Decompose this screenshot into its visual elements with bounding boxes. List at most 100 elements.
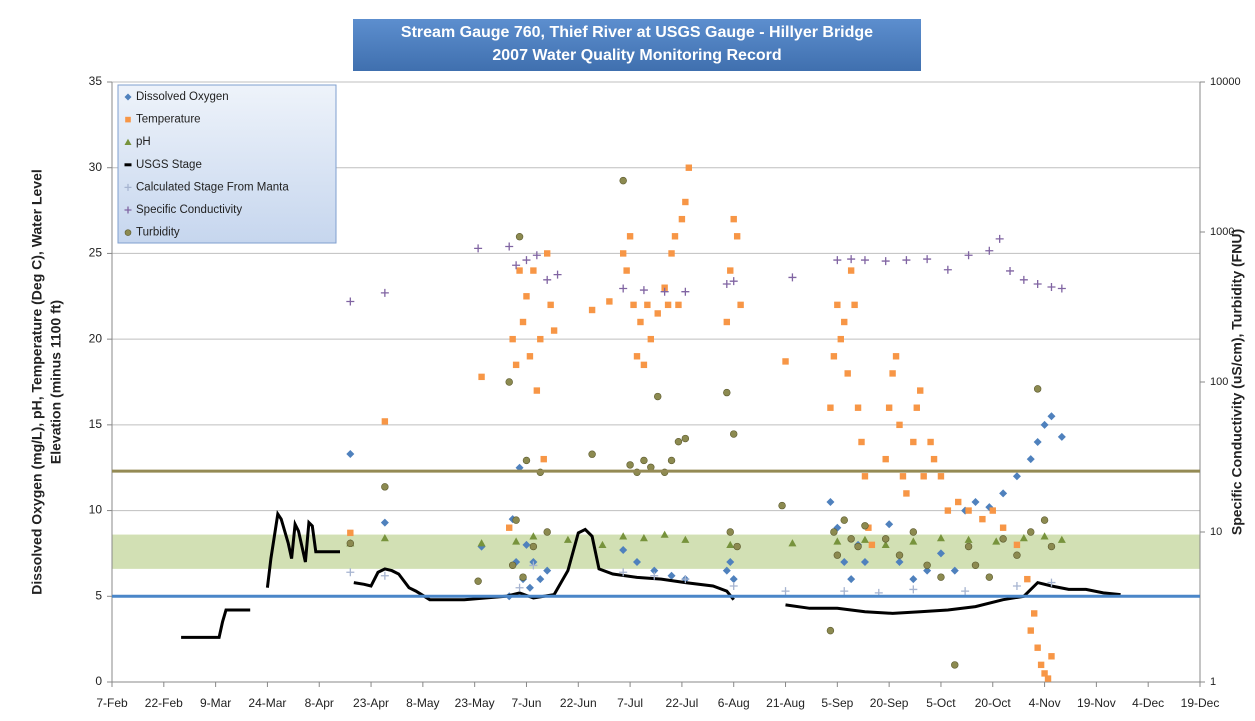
legend-marker bbox=[124, 206, 132, 214]
y2-axis-label: Specific Conductivity (uS/cm), Turbidity… bbox=[1229, 229, 1245, 535]
point bbox=[640, 456, 648, 465]
point bbox=[826, 498, 835, 506]
point bbox=[626, 461, 634, 469]
point bbox=[860, 535, 869, 543]
point bbox=[478, 373, 485, 381]
x-tick-label: 7-Jul bbox=[617, 696, 643, 710]
legend-label: Temperature bbox=[136, 114, 201, 126]
point bbox=[881, 535, 890, 543]
point bbox=[860, 558, 869, 566]
point bbox=[847, 535, 855, 543]
point bbox=[519, 573, 527, 581]
point bbox=[834, 301, 841, 309]
chart-subtitle: 2007 Water Quality Monitoring Record bbox=[492, 47, 781, 64]
point bbox=[936, 549, 945, 558]
point bbox=[540, 455, 547, 463]
point bbox=[1040, 516, 1049, 524]
point bbox=[1026, 455, 1035, 464]
point bbox=[1033, 438, 1042, 446]
point bbox=[722, 566, 731, 575]
point bbox=[923, 561, 931, 569]
point bbox=[1012, 582, 1021, 590]
point bbox=[1037, 661, 1045, 669]
x-tick-label: 21-Aug bbox=[766, 696, 805, 710]
point bbox=[512, 537, 521, 545]
point bbox=[681, 535, 690, 543]
point bbox=[630, 301, 637, 309]
point bbox=[506, 524, 513, 531]
y-tick-label: 15 bbox=[89, 417, 103, 431]
point bbox=[995, 234, 1004, 243]
x-tick-label: 22-Jul bbox=[666, 696, 699, 710]
point bbox=[937, 473, 945, 480]
point bbox=[347, 529, 354, 537]
point bbox=[654, 392, 662, 401]
point bbox=[660, 287, 669, 296]
point bbox=[909, 537, 918, 545]
point bbox=[999, 489, 1008, 498]
point bbox=[598, 540, 607, 549]
point bbox=[727, 267, 734, 274]
point bbox=[837, 335, 844, 343]
x-tick-label: 22-Jun bbox=[560, 696, 597, 710]
point bbox=[999, 524, 1007, 531]
x-tick-label: 23-Apr bbox=[353, 696, 389, 710]
point bbox=[1013, 551, 1021, 559]
x-tick-label: 23-May bbox=[455, 696, 495, 710]
point bbox=[678, 215, 686, 223]
point bbox=[778, 501, 786, 510]
legend-marker bbox=[124, 93, 132, 101]
point bbox=[633, 353, 641, 360]
point bbox=[619, 250, 627, 257]
point bbox=[961, 587, 970, 596]
legend-marker bbox=[124, 229, 132, 236]
x-tick-label: 7-Feb bbox=[96, 696, 128, 710]
point bbox=[902, 256, 911, 265]
point bbox=[861, 473, 869, 480]
point bbox=[833, 537, 842, 545]
point bbox=[1044, 675, 1052, 682]
point bbox=[512, 361, 520, 369]
point bbox=[737, 301, 744, 309]
point bbox=[346, 297, 355, 306]
point bbox=[477, 539, 486, 547]
point bbox=[667, 456, 676, 465]
point bbox=[525, 583, 534, 592]
y-tick-label: 35 bbox=[89, 74, 103, 88]
point bbox=[623, 267, 630, 274]
point bbox=[885, 520, 894, 529]
chart-title: Stream Gauge 760, Thief River at USGS Ga… bbox=[401, 24, 873, 41]
point bbox=[840, 558, 849, 566]
point bbox=[681, 434, 690, 443]
legend-marker bbox=[124, 183, 132, 191]
point bbox=[723, 318, 731, 326]
point bbox=[1040, 532, 1049, 540]
legend-label: Calculated Stage From Manta bbox=[136, 181, 289, 193]
point bbox=[512, 516, 520, 524]
point bbox=[650, 566, 659, 575]
point bbox=[729, 582, 738, 590]
point bbox=[381, 483, 389, 491]
point bbox=[882, 455, 889, 463]
point bbox=[1057, 535, 1066, 543]
point bbox=[474, 577, 482, 585]
legend-label: USGS Stage bbox=[136, 159, 202, 171]
point bbox=[685, 164, 693, 171]
point bbox=[944, 507, 952, 514]
point bbox=[1034, 644, 1041, 651]
point bbox=[841, 318, 848, 326]
point bbox=[733, 233, 741, 240]
point bbox=[881, 540, 890, 549]
point bbox=[827, 404, 834, 411]
point bbox=[346, 450, 355, 458]
point bbox=[847, 267, 855, 274]
y-tick-label: 20 bbox=[89, 331, 103, 345]
point bbox=[909, 575, 918, 584]
point bbox=[979, 515, 986, 523]
y-axis-label: Elevation (minus 1100 ft) bbox=[48, 300, 64, 464]
plot-layer: 0 5 10 15 20 25 30 35 1 10 100 1000 10000 7-Feb 22-Feb… bbox=[89, 74, 1241, 710]
point bbox=[1047, 282, 1056, 291]
point bbox=[895, 551, 904, 559]
point bbox=[854, 404, 862, 411]
point bbox=[964, 535, 973, 543]
